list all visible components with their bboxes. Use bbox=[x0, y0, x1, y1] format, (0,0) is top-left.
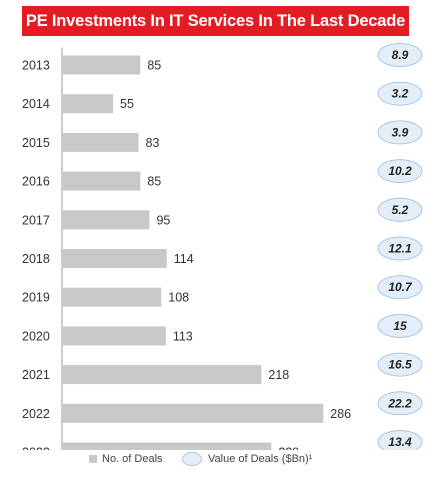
year-label-2020: 2020 bbox=[22, 329, 50, 343]
deal-count-label-2014: 55 bbox=[120, 97, 134, 111]
deal-count-bar-2017 bbox=[63, 210, 150, 230]
year-label-2021: 2021 bbox=[22, 368, 50, 382]
deal-value-bubble-2023 bbox=[377, 430, 423, 450]
deal-count-bar-2015 bbox=[63, 132, 139, 152]
deal-count-bar-2016 bbox=[63, 171, 141, 191]
deal-value-bubble-2015 bbox=[377, 120, 423, 145]
deal-count-bar-2020 bbox=[63, 326, 166, 346]
deal-count-label-2023: 229 bbox=[278, 446, 299, 451]
deal-count-label-2015: 83 bbox=[146, 136, 160, 150]
deal-count-label-2020: 113 bbox=[173, 329, 193, 343]
chart-legend: No. of Deals Value of Deals ($Bn)¹ bbox=[0, 449, 431, 469]
legend-swatch-deals bbox=[89, 455, 97, 463]
deal-value-label-2016: 10.2 bbox=[388, 164, 412, 178]
year-label-2015: 2015 bbox=[22, 136, 50, 150]
deal-value-label-2019: 10.7 bbox=[388, 280, 413, 294]
deal-value-bubble-2013 bbox=[377, 43, 423, 67]
chart-title: PE Investments In IT Services In The Las… bbox=[22, 6, 409, 36]
deal-value-bubble-2020 bbox=[377, 313, 423, 338]
deal-value-bubble-2021 bbox=[377, 352, 423, 377]
deal-count-bar-2019 bbox=[63, 287, 162, 307]
deal-value-label-2017: 5.2 bbox=[392, 203, 409, 217]
deal-value-bubble-2019 bbox=[377, 275, 423, 300]
deal-count-label-2021: 218 bbox=[268, 368, 289, 382]
year-label-2023: 2023 bbox=[22, 446, 50, 451]
deal-value-label-2023: 13.4 bbox=[388, 435, 412, 449]
deal-count-bar-2018 bbox=[63, 249, 167, 268]
year-label-2016: 2016 bbox=[22, 175, 50, 189]
deal-value-label-2018: 12.1 bbox=[388, 242, 412, 256]
deal-count-bar-2023 bbox=[63, 442, 272, 450]
year-label-2019: 2019 bbox=[22, 291, 50, 305]
legend-item-value: Value of Deals ($Bn)¹ bbox=[182, 449, 312, 469]
deal-count-label-2022: 286 bbox=[330, 407, 351, 421]
deal-count-bar-2021 bbox=[63, 365, 262, 385]
deal-count-label-2013: 85 bbox=[147, 59, 161, 73]
deal-count-bar-2022 bbox=[63, 403, 324, 423]
deal-value-bubble-2016 bbox=[377, 159, 423, 184]
deal-value-label-2015: 3.9 bbox=[392, 125, 409, 139]
legend-swatch-value bbox=[182, 452, 202, 466]
year-label-2018: 2018 bbox=[22, 252, 50, 266]
year-label-2014: 2014 bbox=[22, 97, 50, 111]
deal-value-label-2014: 3.2 bbox=[392, 87, 409, 101]
deal-count-label-2018: 114 bbox=[174, 252, 194, 266]
deal-value-bubble-2014 bbox=[377, 81, 423, 106]
year-label-2022: 2022 bbox=[22, 407, 50, 421]
deal-count-bar-2013 bbox=[63, 55, 141, 75]
chart-rows: 2013 85 8.9 2014 55 3.2 2015 83 3.9 2016 85 10.2 201… bbox=[22, 43, 423, 451]
deal-count-bar-2014 bbox=[63, 94, 114, 114]
deal-value-bubble-2018 bbox=[377, 236, 423, 261]
legend-item-deals: No. of Deals bbox=[89, 449, 163, 469]
year-label-2017: 2017 bbox=[22, 213, 50, 227]
deal-value-label-2020: 15 bbox=[393, 319, 407, 333]
deal-value-label-2013: 8.9 bbox=[392, 48, 409, 62]
deal-count-label-2016: 85 bbox=[147, 175, 161, 189]
deal-value-label-2021: 16.5 bbox=[388, 358, 412, 372]
bar-chart: 2013 85 8.9 2014 55 3.2 2015 83 3.9 2016 85 10.2 201… bbox=[22, 43, 423, 451]
year-label-2013: 2013 bbox=[22, 59, 50, 73]
deal-count-label-2017: 95 bbox=[156, 213, 170, 227]
deal-count-label-2019: 108 bbox=[168, 291, 189, 305]
legend-label-value: Value of Deals ($Bn)¹ bbox=[208, 453, 313, 465]
legend-label-deals: No. of Deals bbox=[102, 453, 163, 465]
deal-value-bubble-2017 bbox=[377, 197, 423, 222]
deal-value-label-2022: 22.2 bbox=[387, 396, 412, 410]
deal-value-bubble-2022 bbox=[377, 391, 423, 416]
